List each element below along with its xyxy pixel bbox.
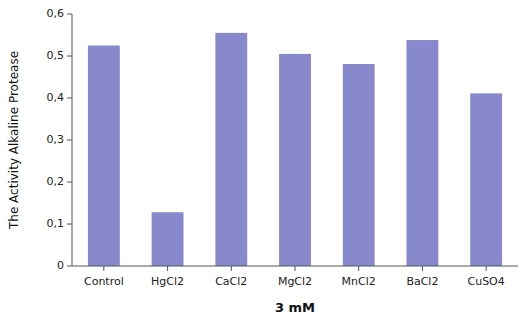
bar (343, 64, 375, 266)
x-tick (422, 266, 423, 271)
y-tick (67, 182, 72, 183)
x-tick-label: CaCl2 (215, 275, 247, 288)
bars (88, 33, 502, 266)
bar (152, 212, 184, 266)
bar (88, 46, 120, 267)
x-tick-label: CuSO4 (467, 275, 504, 288)
x-tick (167, 266, 168, 271)
y-tick-label: 0,3 (47, 133, 65, 146)
y-tick-label: 0,5 (47, 49, 65, 62)
y-tick (67, 98, 72, 99)
y-tick (67, 140, 72, 141)
y-tick (67, 224, 72, 225)
chart-container: 0 0,1 0,2 0,3 0,4 0,5 0,6 Control HgCl2 CaCl2 MgCl… (0, 0, 530, 324)
x-tick (358, 266, 359, 271)
bar (470, 93, 502, 266)
bar (279, 54, 311, 266)
x-tick (103, 266, 104, 271)
chart-svg: 0 0,1 0,2 0,3 0,4 0,5 0,6 Control HgCl2 CaCl2 MgCl… (0, 0, 530, 324)
x-tick (231, 266, 232, 271)
x-axis-label: 3 mM (275, 300, 315, 315)
x-tick-label: MnCl2 (342, 275, 376, 288)
y-tick-label: 0 (57, 259, 64, 272)
y-tick (67, 56, 72, 57)
y-tick-label: 0,6 (47, 7, 65, 20)
y-tick-label: 0,1 (47, 217, 65, 230)
bar (407, 40, 439, 266)
x-tick-label: MgCl2 (278, 275, 312, 288)
y-axis: 0 0,1 0,2 0,3 0,4 0,5 0,6 (47, 7, 73, 272)
x-tick-label: HgCl2 (151, 275, 184, 288)
y-tick-label: 0,4 (47, 91, 65, 104)
x-tick-label: BaCl2 (406, 275, 438, 288)
y-tick (67, 14, 72, 15)
x-axis: Control HgCl2 CaCl2 MgCl2 MnCl2 BaCl2 CuSO4 (84, 266, 505, 288)
y-axis-label: The Activity Alkaline Protease (7, 51, 21, 230)
y-axis-line (72, 14, 73, 266)
bar (215, 33, 247, 266)
x-tick (486, 266, 487, 271)
x-tick-label: Control (84, 275, 124, 288)
x-tick (295, 266, 296, 271)
y-tick (67, 266, 72, 267)
y-tick-label: 0,2 (47, 175, 65, 188)
